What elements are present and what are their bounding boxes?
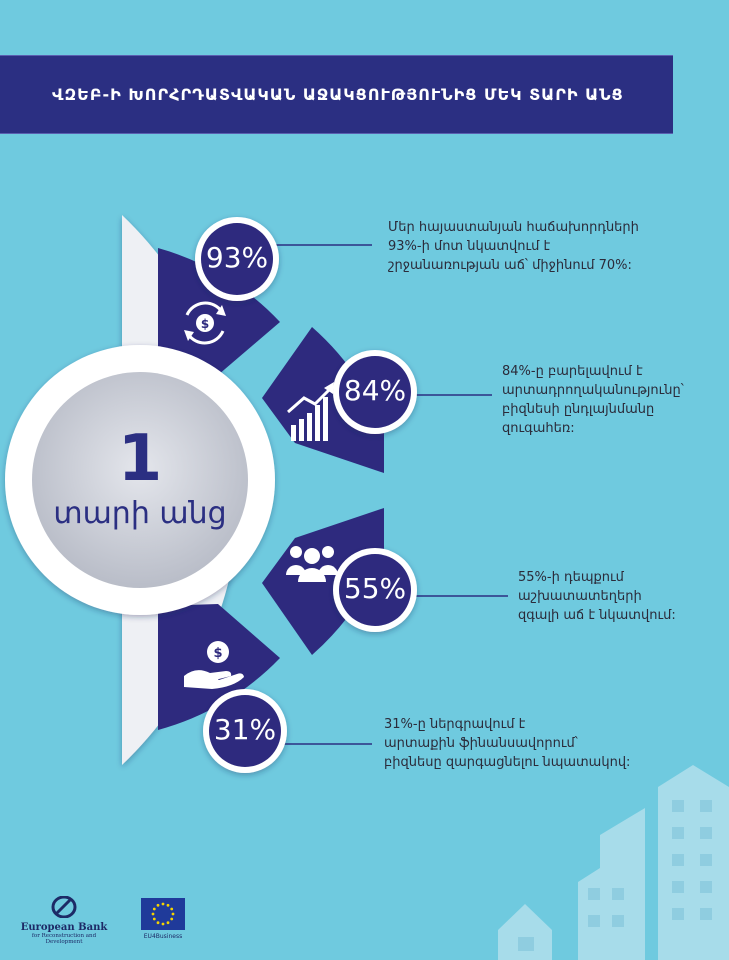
stat-value-31: 31%	[213, 713, 277, 746]
money-hand-icon: $	[184, 641, 244, 689]
page-title: ՎԶԵԲ-Ի ԽՈՐՀՐԴԱՏՎԱԿԱՆ ԱՋԱԿՑՈՒԹՅՈՒՆԻՑ ՄԵԿ …	[52, 85, 624, 104]
stat-text-2: 84%-ը բարելավում է արտադրողականությունը՝…	[502, 364, 684, 436]
header-banner: ՎԶԵԲ-Ի ԽՈՐՀՐԴԱՏՎԱԿԱՆ ԱՋԱԿՑՈՒԹՅՈՒՆԻՑ ՄԵԿ …	[0, 55, 673, 134]
svg-text:$: $	[213, 646, 222, 661]
ebrd-logo: European Bank for Reconstruction and Dev…	[14, 895, 114, 945]
center-number: 1	[117, 422, 163, 496]
stat-value-84: 84%	[343, 374, 407, 407]
stat-text-1: Մեր հայաստանյան հաճախորդների 93%-ի մոտ ն…	[388, 220, 639, 273]
svg-text:$: $	[201, 317, 209, 331]
stat-text-3: 55%-ի դեպքում աշխատատեղերի զգալի աճ է նկ…	[518, 570, 676, 623]
wedge-4	[158, 604, 280, 730]
stat-value-55: 55%	[343, 572, 407, 605]
dollar-cycle-icon: $	[184, 301, 226, 345]
buildings-illustration	[498, 765, 729, 960]
stat-value-93: 93%	[205, 241, 269, 274]
ebrd-name: European Bank	[20, 922, 108, 933]
eu-flag-icon	[141, 898, 185, 930]
center-circle	[32, 372, 248, 588]
ebrd-emblem-icon	[51, 895, 77, 919]
eu-label: EU4Business	[143, 933, 183, 940]
building-windows	[518, 800, 712, 951]
leader-lines	[270, 244, 508, 745]
percent-bubbles	[195, 217, 417, 773]
ebrd-subtitle: for Reconstruction and Development	[31, 933, 97, 945]
eu-logo: EU4Business	[138, 898, 188, 940]
growth-chart-icon	[287, 382, 334, 441]
stat-text-4: 31%-ը ներգրավում է արտաքին ֆինանսավորում…	[384, 717, 631, 770]
people-group-icon	[286, 546, 338, 582]
center-caption: տարի անց	[53, 496, 227, 531]
